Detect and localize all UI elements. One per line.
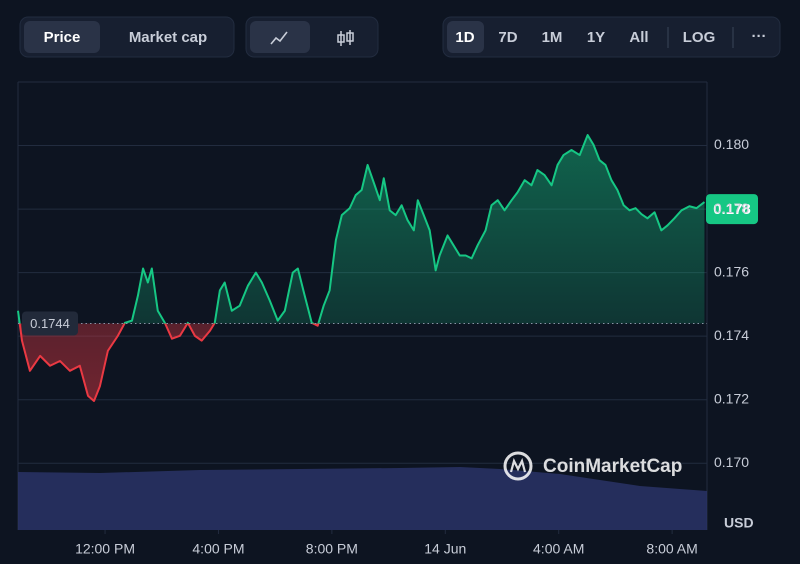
x-tick-label: 8:00 PM <box>306 541 358 557</box>
line-icon <box>270 31 288 45</box>
candle-icon[interactable] <box>337 30 354 46</box>
y-tick-label: 0.174 <box>714 327 749 343</box>
y-tick-label: 0.170 <box>714 454 749 470</box>
current-price-label: 0.178 <box>713 201 751 218</box>
range-button[interactable]: 7D <box>498 29 517 46</box>
line-button[interactable] <box>250 21 310 53</box>
style-toggle <box>245 16 379 58</box>
current-price-badge <box>706 194 758 225</box>
x-tick-label: 4:00 AM <box>533 541 584 557</box>
watermark-text: CoinMarketCap <box>543 456 682 477</box>
price-button[interactable] <box>24 21 100 53</box>
area-below-baseline <box>19 323 319 401</box>
log-button[interactable]: LOG <box>683 29 716 46</box>
range-button[interactable]: 1D <box>455 29 474 46</box>
range-button[interactable]: 1M <box>542 29 563 46</box>
volume-area <box>18 467 707 530</box>
x-tick-label: 4:00 PM <box>192 541 244 557</box>
toggle-group <box>442 16 781 58</box>
watermark-logo <box>509 457 527 473</box>
y-tick-label: 0.176 <box>714 263 749 279</box>
price-line-up <box>17 134 706 324</box>
watermark-logo <box>503 451 533 481</box>
x-tick-label: 12:00 PM <box>75 541 135 557</box>
price-label[interactable]: Price <box>44 29 81 46</box>
range-active[interactable] <box>447 21 484 53</box>
more-button[interactable]: ··· <box>752 28 767 45</box>
market-cap-button[interactable]: Market cap <box>129 29 207 46</box>
plot: 0.1744 0.178 <box>17 134 758 402</box>
baseline-label-box <box>22 311 78 336</box>
y-tick-label: 0.180 <box>714 136 749 152</box>
x-tick-label: 8:00 AM <box>646 541 697 557</box>
range-toggle: 1D 7D 1M 1Y All LOG ··· <box>442 16 781 58</box>
y-tick-label: 0.178 <box>714 200 749 216</box>
y-unit: USD <box>724 515 754 531</box>
range-button[interactable]: 1Y <box>587 29 605 46</box>
range-button[interactable]: All <box>629 29 648 46</box>
baseline-label: 0.1744 <box>30 316 70 331</box>
view-toggle: Price Market cap <box>19 16 235 58</box>
watermark: CoinMarketCap <box>503 451 682 481</box>
y-tick-label: 0.172 <box>714 390 749 406</box>
x-tick-label: 14 Jun <box>424 541 466 557</box>
